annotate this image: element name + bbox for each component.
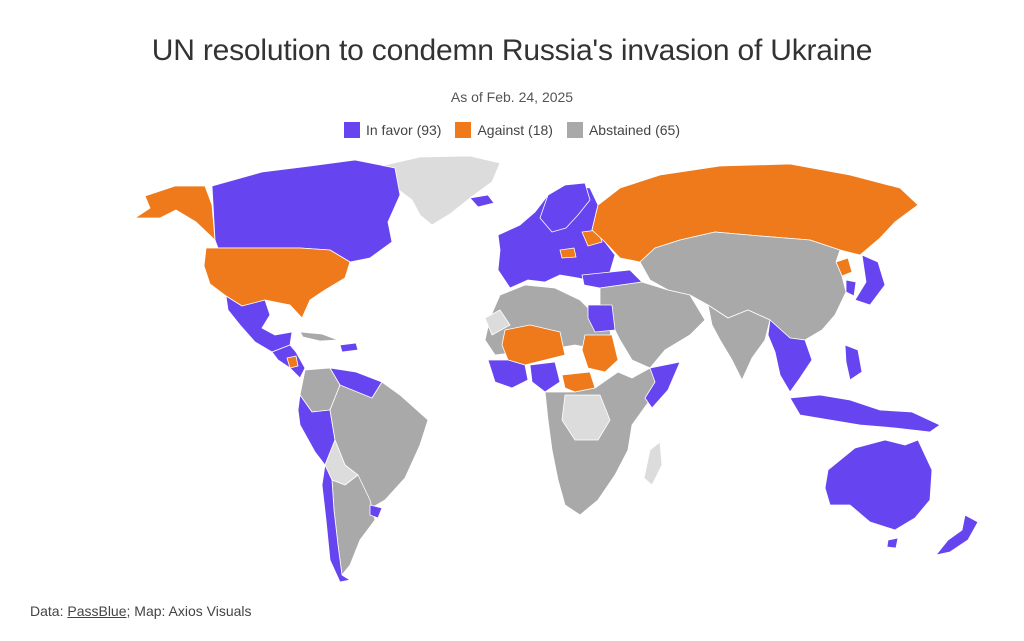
region-australia (824, 439, 933, 531)
region-western-sahara (484, 309, 511, 336)
source-prefix: Data: (30, 603, 68, 619)
region-dr-congo (561, 394, 611, 441)
region-cuba (299, 331, 339, 342)
legend-swatch-against (455, 122, 472, 138)
region-indonesia (789, 394, 941, 433)
legend-swatch-in-favor (343, 122, 360, 138)
region-nicaragua (286, 355, 299, 369)
region-west-africa (487, 359, 529, 389)
region-sub-saharan-africa (544, 367, 661, 516)
region-united-states (203, 247, 351, 319)
region-south-korea (845, 279, 857, 297)
source-credit: Data: PassBlue; Map: Axios Visuals (30, 603, 252, 619)
region-philippines (844, 344, 863, 381)
world-map (134, 155, 979, 583)
legend-label-against: Against (18) (477, 122, 553, 138)
legend-label-in-favor: In favor (93) (365, 122, 442, 138)
legend-item-abstained: Abstained (65) (566, 122, 681, 138)
map-title: UN resolution to condemn Russia's invasi… (151, 34, 873, 67)
legend-swatch-abstained (566, 122, 583, 138)
region-egypt (587, 304, 616, 333)
region-madagascar (643, 441, 663, 486)
region-hispaniola (339, 342, 359, 353)
region-somalia (644, 361, 681, 409)
region-sahel-against (501, 324, 566, 366)
region-tasmania (886, 537, 899, 549)
region-scandinavia (539, 182, 591, 233)
region-new-zealand (935, 514, 979, 556)
region-canada (211, 159, 401, 263)
legend-label-abstained: Abstained (65) (588, 122, 681, 138)
source-suffix: ; Map: Axios Visuals (126, 603, 252, 619)
region-greenland (384, 155, 501, 226)
legend-item-in-favor: In favor (93) (343, 122, 442, 138)
region-uruguay (369, 504, 383, 519)
legend: In favor (93) Against (18) Abstained (65… (0, 122, 1024, 138)
legend-item-against: Against (18) (455, 122, 553, 138)
region-chile (321, 464, 351, 583)
region-nigeria (529, 361, 561, 393)
region-sudan (581, 334, 619, 373)
region-russia (591, 163, 919, 263)
region-hungary (559, 247, 577, 259)
source-link[interactable]: PassBlue (67, 603, 127, 619)
region-iceland (469, 194, 495, 208)
map-subtitle: As of Feb. 24, 2025 (450, 89, 574, 105)
region-japan (854, 254, 886, 306)
region-southeast-asia (767, 319, 813, 393)
region-india (707, 304, 771, 381)
region-alaska (134, 185, 216, 241)
region-mexico (225, 295, 293, 353)
region-asia-abstained (639, 231, 847, 341)
